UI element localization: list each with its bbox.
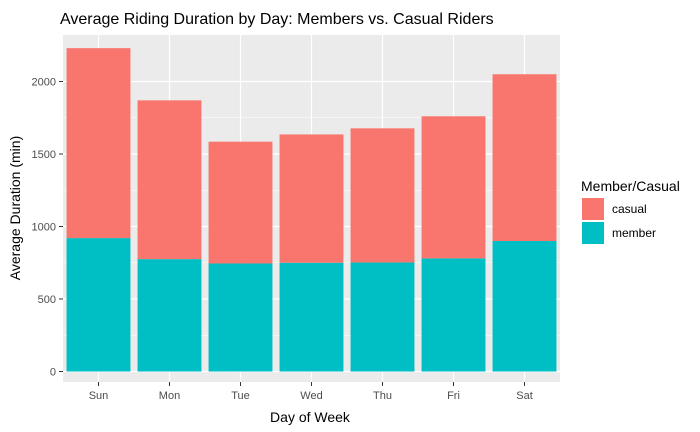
legend-title: Member/Casual <box>581 178 680 194</box>
x-axis-ticks: Sun Mon Tue Wed Thu Fri Sat <box>89 382 533 402</box>
bar-casual-wed <box>279 134 344 263</box>
bar-member-sun <box>66 238 131 372</box>
bar-casual-mon <box>137 100 202 260</box>
x-tick-label: Mon <box>159 390 180 402</box>
x-tick-label: Wed <box>300 390 322 402</box>
bar-member-sat <box>492 241 557 372</box>
y-axis-ticks: 0 500 1000 1500 2000 <box>32 77 63 379</box>
legend-label-member: member <box>612 226 656 240</box>
chart-title: Average Riding Duration by Day: Members … <box>60 11 494 28</box>
y-tick-label: 1000 <box>32 222 56 234</box>
legend-label-casual: casual <box>612 202 647 216</box>
bar-member-tue <box>208 263 273 372</box>
bar-member-wed <box>279 262 344 372</box>
legend: Member/Casual casual member <box>581 178 680 244</box>
bar-casual-sun <box>66 48 131 239</box>
y-tick-label: 1500 <box>32 149 56 161</box>
y-tick-label: 500 <box>38 294 56 306</box>
y-tick-label: 2000 <box>32 77 56 89</box>
bar-member-thu <box>350 262 415 372</box>
legend-key-member <box>582 222 604 244</box>
bar-casual-thu <box>350 128 415 263</box>
x-tick-label: Thu <box>373 390 392 402</box>
bar-member-mon <box>137 259 202 372</box>
legend-key-casual <box>582 198 604 220</box>
y-axis-title: Average Duration (min) <box>7 136 23 280</box>
x-tick-label: Tue <box>231 390 250 402</box>
bar-casual-fri <box>421 116 486 259</box>
y-tick-label: 0 <box>50 367 56 379</box>
bar-casual-sat <box>492 74 557 241</box>
x-tick-label: Fri <box>447 390 460 402</box>
x-tick-label: Sat <box>516 390 533 402</box>
x-tick-label: Sun <box>89 390 109 402</box>
bar-member-fri <box>421 258 486 372</box>
x-axis-title: Day of Week <box>270 409 351 425</box>
bars <box>66 48 557 372</box>
bar-casual-tue <box>208 141 273 264</box>
